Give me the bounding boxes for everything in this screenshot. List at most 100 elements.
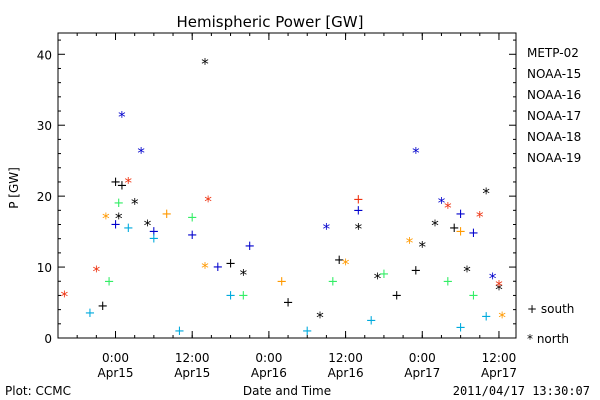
data-point: *: [489, 270, 497, 288]
x-tick-label: 12:00: [175, 351, 210, 365]
footer-timestamp: 2011/04/17 13:30:07: [453, 384, 590, 398]
data-point: +: [366, 313, 377, 328]
data-point: *: [444, 199, 452, 217]
data-point: *: [316, 309, 324, 327]
y-axis: 0 10 20 30 40: [37, 39, 516, 346]
data-point: *: [240, 266, 248, 284]
x-tick-label: 12:00: [328, 351, 363, 365]
y-tick-label: 40: [37, 48, 52, 62]
data-point: +: [391, 288, 402, 303]
x-tick-date: Apr17: [481, 366, 517, 380]
data-point: +: [353, 193, 364, 208]
data-point: +: [212, 260, 223, 275]
data-point: *: [476, 208, 484, 226]
data-point: +: [187, 228, 198, 243]
plot-frame: [57, 32, 517, 339]
data-point: +: [455, 225, 466, 240]
data-point: *: [438, 194, 446, 212]
data-point: +: [187, 210, 198, 225]
data-point: +: [410, 264, 421, 279]
data-point: +: [283, 296, 294, 311]
data-point: *: [201, 55, 209, 73]
data-point: *: [61, 287, 69, 305]
data-point: +: [225, 257, 236, 272]
data-point: *: [482, 185, 490, 203]
data-point: +: [161, 207, 172, 222]
y-tick-label: 20: [37, 190, 52, 204]
data-point: +: [148, 225, 159, 240]
x-tick-date: Apr16: [328, 366, 364, 380]
data-point: +: [110, 175, 121, 190]
data-point: *: [144, 217, 152, 235]
data-point: *: [495, 280, 503, 298]
legend-entry: NOAA-19: [527, 151, 581, 165]
y-tick-label: 10: [37, 261, 52, 275]
data-point: +: [327, 274, 338, 289]
data-point: *: [406, 234, 414, 252]
data-point: +: [110, 218, 121, 233]
legend: METP-02 NOAA-15 NOAA-16 NOAA-17 NOAA-18 NOAA-…: [527, 46, 581, 165]
data-point: +: [238, 288, 249, 303]
data-point: +: [276, 274, 287, 289]
x-tick-label: 0:00: [409, 351, 436, 365]
data-point: +: [302, 324, 313, 339]
data-point: +: [104, 274, 115, 289]
data-point: *: [118, 108, 126, 126]
data-point: *: [93, 263, 101, 281]
data-point: *: [463, 263, 471, 281]
data-point: +: [225, 288, 236, 303]
data-point: *: [125, 174, 133, 192]
x-tick-date: Apr17: [404, 366, 440, 380]
data-point: *: [412, 144, 420, 162]
chart-title: Hemispheric Power [GW]: [177, 13, 364, 31]
data-point: *: [355, 220, 363, 238]
data-point: *: [342, 256, 350, 274]
data-point: +: [244, 239, 255, 254]
legend-entry: METP-02: [527, 46, 579, 60]
data-point: +: [468, 226, 479, 241]
data-point: +: [378, 267, 389, 282]
data-point: +: [85, 306, 96, 321]
data-point: *: [201, 259, 209, 277]
legend-entry: NOAA-18: [527, 130, 581, 144]
data-point: +: [334, 253, 345, 268]
data-point: +: [353, 203, 364, 218]
legend-north-marker: * north: [527, 332, 569, 346]
y-axis-label: P [GW]: [7, 167, 21, 209]
legend-entry: NOAA-17: [527, 109, 581, 123]
x-tick-date: Apr15: [174, 366, 210, 380]
data-point: *: [431, 217, 439, 235]
data-point: *: [374, 270, 382, 288]
data-point: +: [455, 207, 466, 222]
x-tick-date: Apr16: [251, 366, 287, 380]
x-axis: 0:00Apr1512:00Apr150:00Apr1612:00Apr160:…: [76, 33, 517, 380]
data-point: *: [115, 209, 123, 227]
data-point: *: [498, 309, 506, 327]
data-point: +: [148, 232, 159, 247]
legend-entry: NOAA-15: [527, 67, 581, 81]
data-point: *: [137, 144, 145, 162]
data-point: +: [116, 179, 127, 194]
x-tick-date: Apr15: [98, 366, 134, 380]
legend-south-marker: + south: [527, 302, 574, 316]
data-point: *: [495, 277, 503, 295]
data-point: +: [442, 274, 453, 289]
data-marks: ++*+***+*+*+**++** +***+**+ +++*+**++*++++…: [61, 55, 507, 339]
x-tick-label: 12:00: [482, 351, 517, 365]
data-point: *: [419, 238, 427, 256]
x-axis-label: Date and Time: [243, 384, 331, 398]
y-tick-label: 30: [37, 119, 52, 133]
data-point: +: [97, 299, 108, 314]
data-point: +: [174, 324, 185, 339]
data-point: +: [449, 221, 460, 236]
x-tick-label: 0:00: [255, 351, 282, 365]
data-point: *: [131, 195, 139, 213]
legend-entry: NOAA-16: [527, 88, 581, 102]
data-point: +: [468, 288, 479, 303]
x-tick-label: 0:00: [102, 351, 129, 365]
data-point: +: [113, 196, 124, 211]
data-point: *: [323, 220, 331, 238]
data-point: +: [123, 221, 134, 236]
data-point: *: [102, 209, 110, 227]
